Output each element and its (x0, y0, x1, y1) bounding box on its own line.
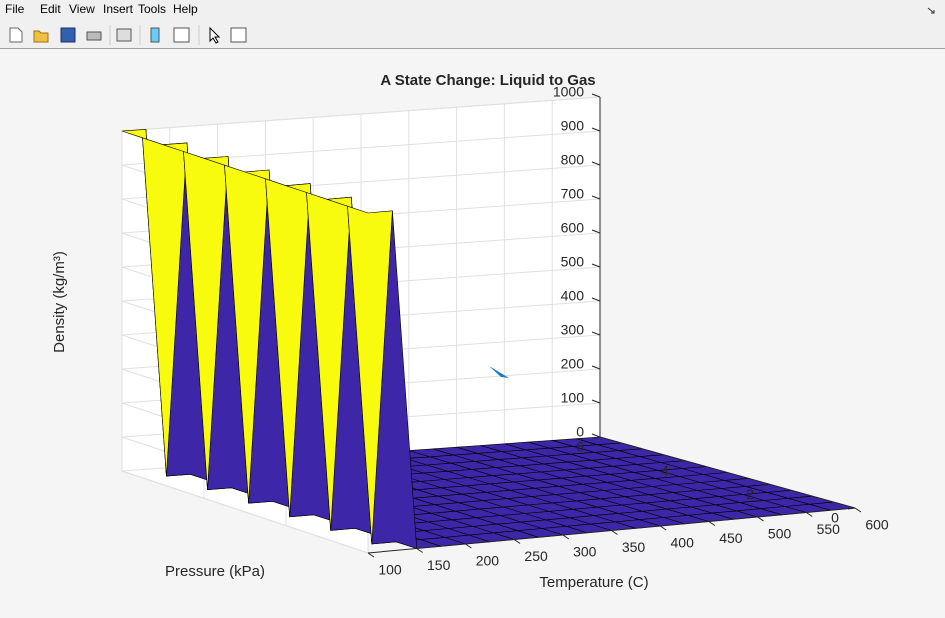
legend-button[interactable] (173, 27, 190, 43)
x-tick-label: 500 (768, 526, 792, 542)
z-tick (591, 127, 601, 132)
x-tick-label: 350 (622, 539, 646, 555)
x-tick (465, 543, 472, 549)
z-tick (591, 93, 601, 98)
z-tick-label: 600 (561, 220, 585, 236)
print-button[interactable] (86, 31, 102, 41)
x-tick-label: 250 (524, 548, 548, 564)
x-tick (806, 512, 813, 517)
axes: 100 150 200 250 300 350 400 450 500 550 6000246010… (51, 72, 889, 591)
dock-icon[interactable] (927, 7, 935, 14)
z-tick-label: 200 (561, 356, 585, 372)
toolbar (0, 21, 945, 48)
z-tick-label: 500 (561, 254, 585, 270)
y-tick-label: 0 (831, 510, 839, 526)
z-tick-label: 100 (561, 390, 585, 406)
z-tick-label: 300 (561, 322, 585, 338)
z-tick (591, 263, 601, 268)
z-axis-label: Density (kg/m³) (51, 251, 68, 353)
z-tick (591, 161, 601, 166)
x-tick (659, 525, 667, 531)
z-tick-label: 900 (561, 118, 585, 134)
x-tick-label: 150 (427, 557, 451, 573)
x-tick (416, 548, 423, 553)
save-button[interactable] (60, 27, 76, 43)
edit-plot-button[interactable] (209, 26, 221, 44)
x-tick (854, 507, 862, 513)
z-tick-label: 700 (561, 186, 585, 202)
z-tick (591, 433, 601, 438)
x-tick-label: 100 (378, 562, 402, 578)
x-tick (562, 534, 570, 540)
x-tick-label: 600 (865, 517, 889, 533)
y-axis (599, 436, 856, 509)
z-tick-label: 400 (561, 288, 585, 304)
x-axis-label: Temperature (C) (539, 574, 648, 591)
z-tick (591, 195, 601, 200)
y-tick-label: 6 (576, 439, 584, 455)
new-button[interactable] (9, 27, 23, 43)
y-tick (762, 483, 771, 486)
y-tick (677, 460, 686, 463)
y-tick (592, 436, 601, 439)
menu-item[interactable]: Help (173, 2, 198, 16)
z-tick (591, 331, 601, 336)
x-tick-label: 300 (573, 544, 597, 560)
menu-item[interactable]: Tools (138, 2, 166, 16)
x-tick-label: 400 (671, 535, 695, 551)
x-tick-label: 200 (476, 553, 500, 569)
colorbar-button[interactable] (150, 27, 160, 43)
menu-item[interactable]: Edit (40, 2, 61, 16)
menu-item[interactable]: Insert (103, 2, 134, 16)
x-tick (708, 521, 716, 526)
menu-bar (0, 0, 945, 21)
z-tick-label: 1000 (553, 84, 584, 100)
y-axis-label: Pressure (kPa) (165, 563, 265, 580)
open-button[interactable] (33, 30, 49, 43)
z-tick (591, 229, 601, 234)
z-tick (591, 297, 601, 302)
cursor (489, 366, 509, 378)
x-tick (513, 539, 521, 544)
x-tick-label: 450 (719, 530, 743, 546)
z-tick (591, 399, 601, 404)
menu-item[interactable]: File (5, 2, 25, 16)
property-editor-button[interactable] (230, 27, 247, 43)
menu-items: File Edit View Insert Tools Help (5, 2, 198, 16)
x-tick (611, 530, 618, 535)
z-tick-label: 800 (561, 152, 585, 168)
toolbar-buttons (9, 25, 247, 45)
y-tick (847, 507, 856, 510)
surface-patch (347, 205, 393, 545)
x-tick (367, 552, 375, 558)
z-tick (591, 365, 601, 370)
x-tick (757, 516, 764, 522)
y-tick-label: 2 (746, 486, 754, 502)
y-tick-label: 4 (661, 462, 669, 478)
chart-title: A State Change: Liquid to Gas (380, 72, 595, 89)
menu-item[interactable]: View (69, 2, 95, 16)
link-button[interactable] (116, 28, 132, 42)
z-tick-label: 0 (576, 424, 584, 440)
x-tick-label: 550 (817, 521, 841, 537)
